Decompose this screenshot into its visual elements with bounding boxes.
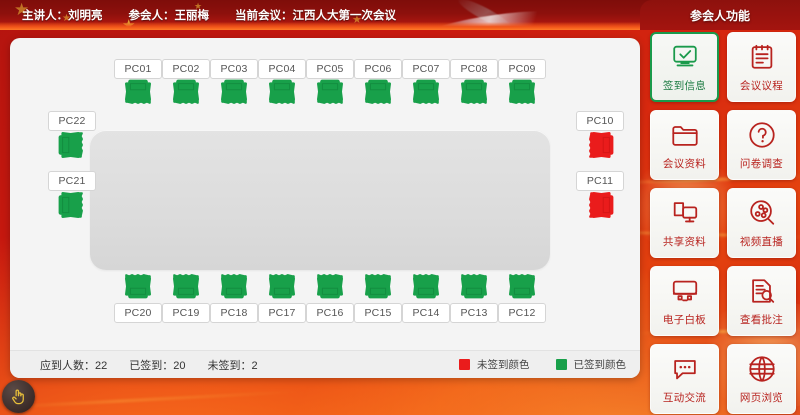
status-bar: 应到人数：22 已签到：20 未签到：2 未签到颜色 已签到颜色 <box>10 350 640 378</box>
signed-count: 已签到：20 <box>129 357 185 373</box>
question-circle-icon <box>747 120 777 150</box>
seat-label: PC11 <box>576 171 624 191</box>
seat-label: PC04 <box>258 59 306 79</box>
function-grid: 签到信息 会议议程 会议资料 问卷调查 共享资料 视频直播 电子白板 <box>650 32 796 408</box>
seat-chair-signed[interactable] <box>411 271 441 299</box>
legend-item-unsigned: 未签到颜色 <box>459 357 530 372</box>
seat-label: PC19 <box>162 303 210 323</box>
function-button-label: 问卷调查 <box>740 156 783 171</box>
seat-label: PC16 <box>306 303 354 323</box>
whiteboard-icon <box>670 276 700 306</box>
seat-chair-signed[interactable] <box>123 271 153 299</box>
function-button-label: 网页浏览 <box>740 390 783 405</box>
seat-label: PC02 <box>162 59 210 79</box>
seat-legend: 未签到颜色 已签到颜色 <box>459 357 626 372</box>
seat-label: PC10 <box>576 111 624 131</box>
seat-chair-signed[interactable] <box>267 79 297 107</box>
unsigned-count: 未签到：2 <box>208 357 258 373</box>
attendee-function-tab-label: 参会人功能 <box>690 7 750 24</box>
seat-chair-signed[interactable] <box>171 271 201 299</box>
function-button-9[interactable]: 互动交流 <box>650 344 719 414</box>
function-button-label: 会议资料 <box>663 156 706 171</box>
function-button-7[interactable]: 电子白板 <box>650 266 719 336</box>
attendance-counts: 应到人数：22 已签到：20 未签到：2 <box>40 357 258 373</box>
function-button-2[interactable]: 会议议程 <box>727 32 796 102</box>
seat-label: PC21 <box>48 171 96 191</box>
seat-label: PC22 <box>48 111 96 131</box>
seat-chair-signed[interactable] <box>459 79 489 107</box>
app-header: ★ ★ ★ ★ ★ 主讲人：刘明亮 参会人：王丽梅 当前会议：江西人大第一次会议… <box>0 0 800 30</box>
seat-chair-signed[interactable] <box>123 79 153 107</box>
function-button-label: 共享资料 <box>663 234 706 249</box>
seat-chair-signed[interactable] <box>57 131 87 159</box>
document-search-icon <box>747 276 777 306</box>
function-button-8[interactable]: 查看批注 <box>727 266 796 336</box>
expected-count: 应到人数：22 <box>40 357 107 373</box>
clipboard-icon <box>747 42 777 72</box>
function-button-3[interactable]: 会议资料 <box>650 110 719 180</box>
seat-chair-signed[interactable] <box>507 79 537 107</box>
seat-chair-signed[interactable] <box>267 271 297 299</box>
seat-label: PC01 <box>114 59 162 79</box>
seat-chair-signed[interactable] <box>459 271 489 299</box>
seating-stage: PC01 PC02 PC03 PC04 <box>10 38 640 378</box>
film-reel-search-icon <box>747 198 777 228</box>
function-button-label: 签到信息 <box>663 78 706 93</box>
seat-label: PC18 <box>210 303 258 323</box>
function-button-5[interactable]: 共享资料 <box>650 188 719 258</box>
seat-chair-signed[interactable] <box>171 79 201 107</box>
function-button-6[interactable]: 视频直播 <box>727 188 796 258</box>
seat-chair-signed[interactable] <box>363 79 393 107</box>
legend-swatch <box>556 359 567 370</box>
seat-chair-signed[interactable] <box>57 191 87 219</box>
seat-chair-signed[interactable] <box>219 271 249 299</box>
seat-chair-signed[interactable] <box>219 79 249 107</box>
attendee-function-tab[interactable]: 参会人功能 <box>640 0 800 30</box>
function-button-label: 视频直播 <box>740 234 783 249</box>
function-button-1[interactable]: 签到信息 <box>650 32 719 102</box>
seat-label: PC05 <box>306 59 354 79</box>
function-button-4[interactable]: 问卷调查 <box>727 110 796 180</box>
speaker-label: 主讲人：刘明亮 <box>22 7 103 23</box>
legend-label: 已签到颜色 <box>574 357 627 372</box>
header-ribbon <box>429 6 560 30</box>
folder-icon <box>670 120 700 150</box>
seat-chair-signed[interactable] <box>507 271 537 299</box>
function-button-label: 互动交流 <box>663 390 706 405</box>
function-button-10[interactable]: 网页浏览 <box>727 344 796 414</box>
header-info: 主讲人：刘明亮 参会人：王丽梅 当前会议：江西人大第一次会议 <box>22 0 396 30</box>
seat-map: PC01 PC02 PC03 PC04 <box>10 38 640 378</box>
chat-bubble-icon <box>670 354 700 384</box>
function-button-label: 电子白板 <box>663 312 706 327</box>
seat-label: PC03 <box>210 59 258 79</box>
attendee-label: 参会人：王丽梅 <box>129 7 210 23</box>
function-button-label: 会议议程 <box>740 78 783 93</box>
seat-label: PC07 <box>402 59 450 79</box>
seat-label: PC09 <box>498 59 546 79</box>
seat-chair-signed[interactable] <box>315 271 345 299</box>
meeting-label: 当前会议：江西人大第一次会议 <box>235 7 396 23</box>
seat-chair-signed[interactable] <box>411 79 441 107</box>
function-button-label: 查看批注 <box>740 312 783 327</box>
seat-label: PC12 <box>498 303 546 323</box>
seat-label: PC13 <box>450 303 498 323</box>
seat-label: PC06 <box>354 59 402 79</box>
seat-label: PC15 <box>354 303 402 323</box>
legend-swatch <box>459 359 470 370</box>
seat-chair-signed[interactable] <box>315 79 345 107</box>
hand-touch-icon[interactable] <box>2 380 35 413</box>
monitor-check-icon <box>670 42 700 72</box>
seat-chair-unsigned[interactable] <box>585 131 615 159</box>
globe-icon <box>747 354 777 384</box>
seat-label: PC08 <box>450 59 498 79</box>
seat-label: PC20 <box>114 303 162 323</box>
legend-item-signed: 已签到颜色 <box>556 357 627 372</box>
seat-chair-unsigned[interactable] <box>585 191 615 219</box>
seat-label: PC17 <box>258 303 306 323</box>
legend-label: 未签到颜色 <box>477 357 530 372</box>
conference-table <box>90 130 550 270</box>
screen-share-icon <box>670 198 700 228</box>
seat-label: PC14 <box>402 303 450 323</box>
seat-chair-signed[interactable] <box>363 271 393 299</box>
